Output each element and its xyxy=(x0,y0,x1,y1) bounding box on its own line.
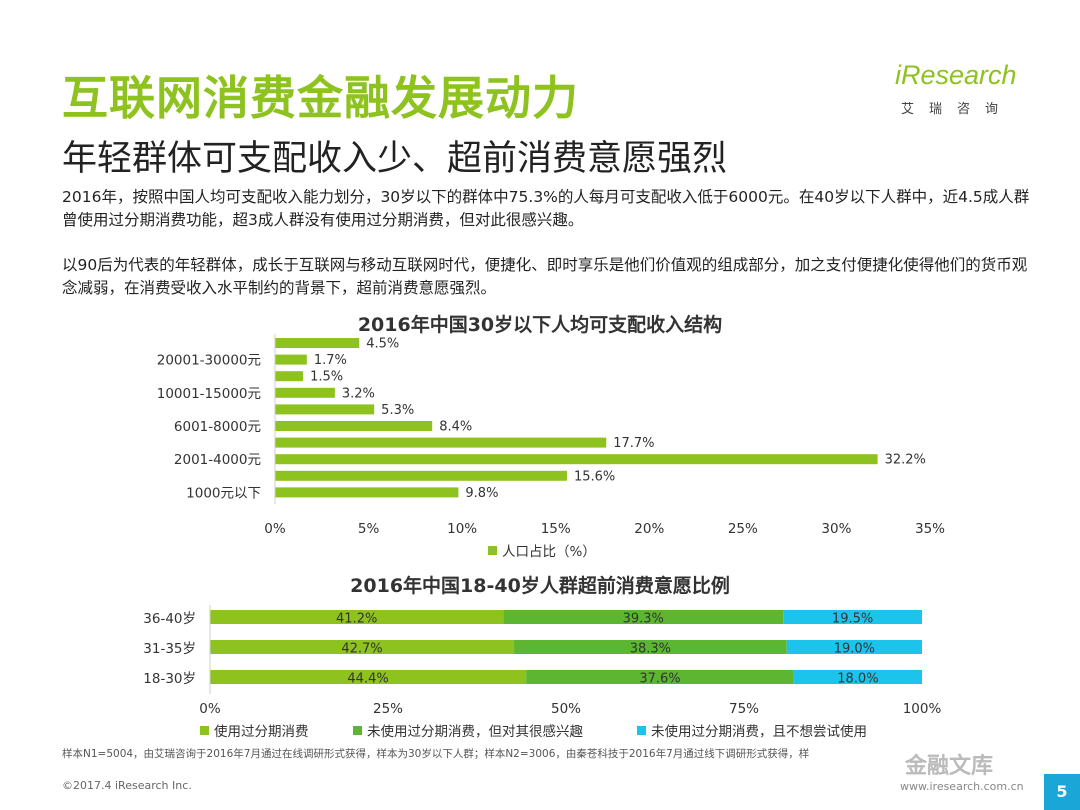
segment-label-1-2: 19.0% xyxy=(834,642,875,657)
x-tick-label-3: 75% xyxy=(729,701,759,717)
category-label-1: 20001-30000元 xyxy=(157,353,261,369)
legend-swatch-2 xyxy=(637,726,646,735)
bar-2 xyxy=(275,371,304,382)
segment-0-1 xyxy=(503,610,784,624)
segment-label-2-2: 18.0% xyxy=(837,672,878,687)
logo-text: iResearch xyxy=(895,60,1017,90)
x-tick-label-4: 20% xyxy=(634,521,664,537)
bar-value-label-1: 1.7% xyxy=(314,353,347,368)
legend-label: 人口占比（%） xyxy=(502,544,596,560)
bar-value-label-4: 5.3% xyxy=(381,403,414,418)
page-subtitle: 年轻群体可支配收入少、超前消费意愿强烈 xyxy=(62,139,728,179)
bar-value-label-8: 15.6% xyxy=(574,469,615,484)
x-tick-label-6: 30% xyxy=(821,521,851,537)
legend-swatch-0 xyxy=(200,726,209,735)
segment-2-1 xyxy=(526,670,794,684)
legend-label-2: 未使用过分期消费，且不想尝试使用 xyxy=(651,723,867,740)
segment-0-0 xyxy=(210,610,504,624)
segment-label-2-0: 44.4% xyxy=(347,672,388,687)
segment-1-1 xyxy=(514,640,787,654)
x-tick-label-1: 5% xyxy=(358,521,380,537)
logo-subtext: 艾瑞咨询 xyxy=(901,102,1014,117)
segment-1-0 xyxy=(210,640,515,654)
bar-value-label-3: 3.2% xyxy=(342,386,375,401)
category-label-1: 31-35岁 xyxy=(143,641,196,657)
bar-value-label-6: 17.7% xyxy=(613,436,654,451)
x-tick-label-4: 100% xyxy=(903,701,942,717)
segment-label-0-0: 41.2% xyxy=(336,612,377,627)
segment-label-0-1: 39.3% xyxy=(623,612,664,627)
bar-value-label-2: 1.5% xyxy=(310,370,343,385)
bar-0 xyxy=(275,338,360,348)
chart1-title: 2016年中国30岁以下人均可支配收入结构 xyxy=(357,314,723,336)
copyright: ©2017.4 iResearch Inc. xyxy=(62,779,192,792)
segment-1-2 xyxy=(786,640,922,654)
bar-8 xyxy=(275,470,567,481)
x-tick-label-3: 15% xyxy=(541,521,571,537)
x-tick-label-0: 0% xyxy=(199,701,221,717)
x-tick-label-2: 10% xyxy=(447,521,477,537)
iresearch-logo: iResearch 艾瑞咨询 xyxy=(895,58,1030,120)
watermark: 金融文库 xyxy=(905,754,994,779)
bar-6 xyxy=(275,437,607,448)
segment-label-0-2: 19.5% xyxy=(832,612,873,627)
segment-2-2 xyxy=(793,670,922,684)
category-label-2: 18-30岁 xyxy=(143,671,196,687)
segment-2-0 xyxy=(210,670,527,684)
category-label-9: 1000元以下 xyxy=(186,485,261,501)
bar-3 xyxy=(275,387,335,398)
segment-label-2-1: 37.6% xyxy=(639,672,680,687)
bar-7 xyxy=(275,454,878,465)
segment-label-1-0: 42.7% xyxy=(341,642,382,657)
legend-swatch-1 xyxy=(353,726,362,735)
category-label-7: 2001-4000元 xyxy=(174,452,261,468)
x-tick-label-2: 50% xyxy=(551,701,581,717)
bar-1 xyxy=(275,354,307,365)
legend-label-1: 未使用过分期消费，但对其很感兴趣 xyxy=(367,723,583,740)
segment-0-2 xyxy=(783,610,922,624)
chart2-title: 2016年中国18-40岁人群超前消费意愿比例 xyxy=(350,575,730,597)
segment-label-1-1: 38.3% xyxy=(630,642,671,657)
bar-value-label-9: 9.8% xyxy=(465,486,498,501)
category-label-3: 10001-15000元 xyxy=(157,386,261,402)
bar-5 xyxy=(275,421,433,431)
website-url: www.iresearch.com.cn xyxy=(900,780,1024,793)
page-number: 5 xyxy=(1044,774,1080,810)
legend-label-0: 使用过分期消费 xyxy=(214,723,309,740)
x-tick-label-1: 25% xyxy=(373,701,403,717)
x-tick-label-7: 35% xyxy=(915,521,945,537)
bar-value-label-7: 32.2% xyxy=(885,453,926,468)
paragraph-1: 2016年，按照中国人均可支配收入能力划分，30岁以下的群体中75.3%的人每月… xyxy=(62,188,1030,229)
category-label-0: 36-40岁 xyxy=(143,611,196,627)
sample-footnote: 样本N1=5004，由艾瑞咨询于2016年7月通过在线调研形式获得，样本为30岁… xyxy=(62,748,810,760)
bar-value-label-5: 8.4% xyxy=(439,420,472,435)
x-tick-label-0: 0% xyxy=(264,521,286,537)
bar-9 xyxy=(275,487,459,498)
paragraph-2: 以90后为代表的年轻群体，成长于互联网与移动互联网时代，便捷化、即时享乐是他们价… xyxy=(62,256,1028,297)
x-tick-label-5: 25% xyxy=(728,521,758,537)
bar-value-label-0: 4.5% xyxy=(366,337,399,352)
bar-4 xyxy=(275,404,375,415)
legend-swatch xyxy=(488,546,497,555)
page-title: 互联网消费金融发展动力 xyxy=(62,71,579,125)
category-label-5: 6001-8000元 xyxy=(174,419,261,435)
